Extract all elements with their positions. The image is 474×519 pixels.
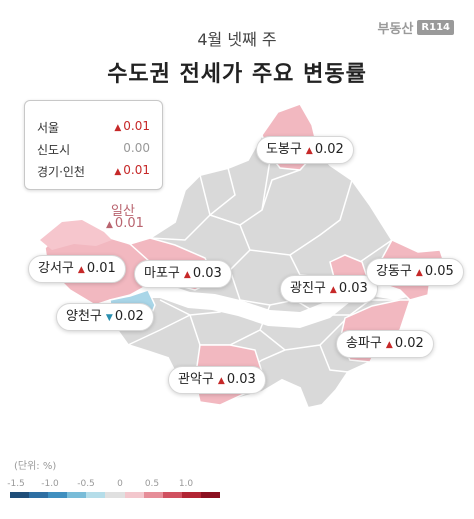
legend-color-swatch — [105, 492, 125, 498]
ilsan-value-text: 0.01 — [106, 216, 144, 231]
legend-color-swatch — [124, 492, 144, 498]
district-name: 관악구 — [178, 372, 214, 387]
label-dobong: 도봉구 0.02 — [256, 136, 354, 164]
legend-color-scale — [10, 492, 221, 498]
district-name: 양천구 — [66, 309, 102, 324]
district-value: 0.03 — [184, 266, 222, 281]
logo-mark: R114 — [417, 20, 454, 35]
summary-value: 0.01 — [114, 163, 150, 180]
legend-tick: 1.0 — [178, 479, 194, 489]
han-river — [95, 282, 412, 328]
label-gangdong: 강동구 0.05 — [366, 258, 464, 286]
district-name: 송파구 — [346, 336, 382, 351]
map-title: 수도권 전세가 주요 변동률 — [107, 62, 367, 87]
label-songpa: 송파구 0.02 — [336, 330, 434, 358]
district-value: 0.02 — [386, 336, 424, 351]
ilsan-value: 0.01 — [106, 216, 144, 231]
district-value: 0.03 — [330, 281, 368, 296]
legend-color-swatch — [200, 492, 221, 498]
summary-row-gyeonggi: 경기·인천 0.01 — [37, 163, 150, 180]
legend-color-swatch — [162, 492, 182, 498]
ilsan-name: 일산 — [111, 204, 135, 219]
legend-color-swatch — [181, 492, 201, 498]
ilsan-area — [40, 220, 112, 250]
district-value: 0.05 — [416, 264, 454, 279]
label-gwanak: 관악구 0.03 — [168, 366, 266, 394]
map-subtitle: 4월 넷째 주 — [197, 30, 277, 49]
summary-name: 신도시 — [37, 143, 71, 157]
district-value: 0.03 — [218, 372, 256, 387]
summary-value: 0.01 — [114, 119, 150, 136]
summary-name: 경기·인천 — [37, 165, 85, 179]
brand-logo: 부동산 R114 — [378, 18, 454, 37]
district-name: 강서구 — [38, 261, 74, 276]
label-mapo: 마포구 0.03 — [134, 260, 232, 288]
legend-color-swatch — [143, 492, 163, 498]
legend-color-swatch — [67, 492, 87, 498]
label-yangcheon: 양천구 0.02 — [56, 303, 154, 331]
label-gwangjin: 광진구 0.03 — [280, 275, 378, 303]
district-value: 0.02 — [306, 142, 344, 157]
legend-color-swatch — [48, 492, 68, 498]
legend-tick: 0 — [117, 479, 123, 489]
district-value: 0.02 — [106, 309, 144, 324]
summary-row-newtown: 신도시 0.00 — [37, 141, 150, 158]
legend-tick: -1.0 — [41, 479, 59, 489]
legend-tick: -0.5 — [77, 479, 95, 489]
district-name: 광진구 — [290, 281, 326, 296]
district-value: 0.01 — [78, 261, 116, 276]
summary-row-seoul: 서울 0.01 — [37, 119, 150, 136]
legend-tick: -1.5 — [7, 479, 25, 489]
legend-color-swatch — [29, 492, 49, 498]
district-name: 도봉구 — [266, 142, 302, 157]
logo-text: 부동산 — [377, 22, 414, 37]
legend-color-swatch — [86, 492, 106, 498]
label-gangseo: 강서구 0.01 — [28, 255, 126, 283]
legend-color-swatch — [10, 492, 30, 498]
district-name: 마포구 — [144, 266, 180, 281]
legend-unit: (단위: %) — [14, 461, 57, 472]
summary-box: 서울 0.01 신도시 0.00 경기·인천 0.01 — [24, 100, 163, 190]
summary-value: 0.00 — [123, 141, 150, 155]
legend-tick: 0.5 — [144, 479, 160, 489]
district-name: 강동구 — [376, 264, 412, 279]
summary-name: 서울 — [37, 121, 60, 135]
